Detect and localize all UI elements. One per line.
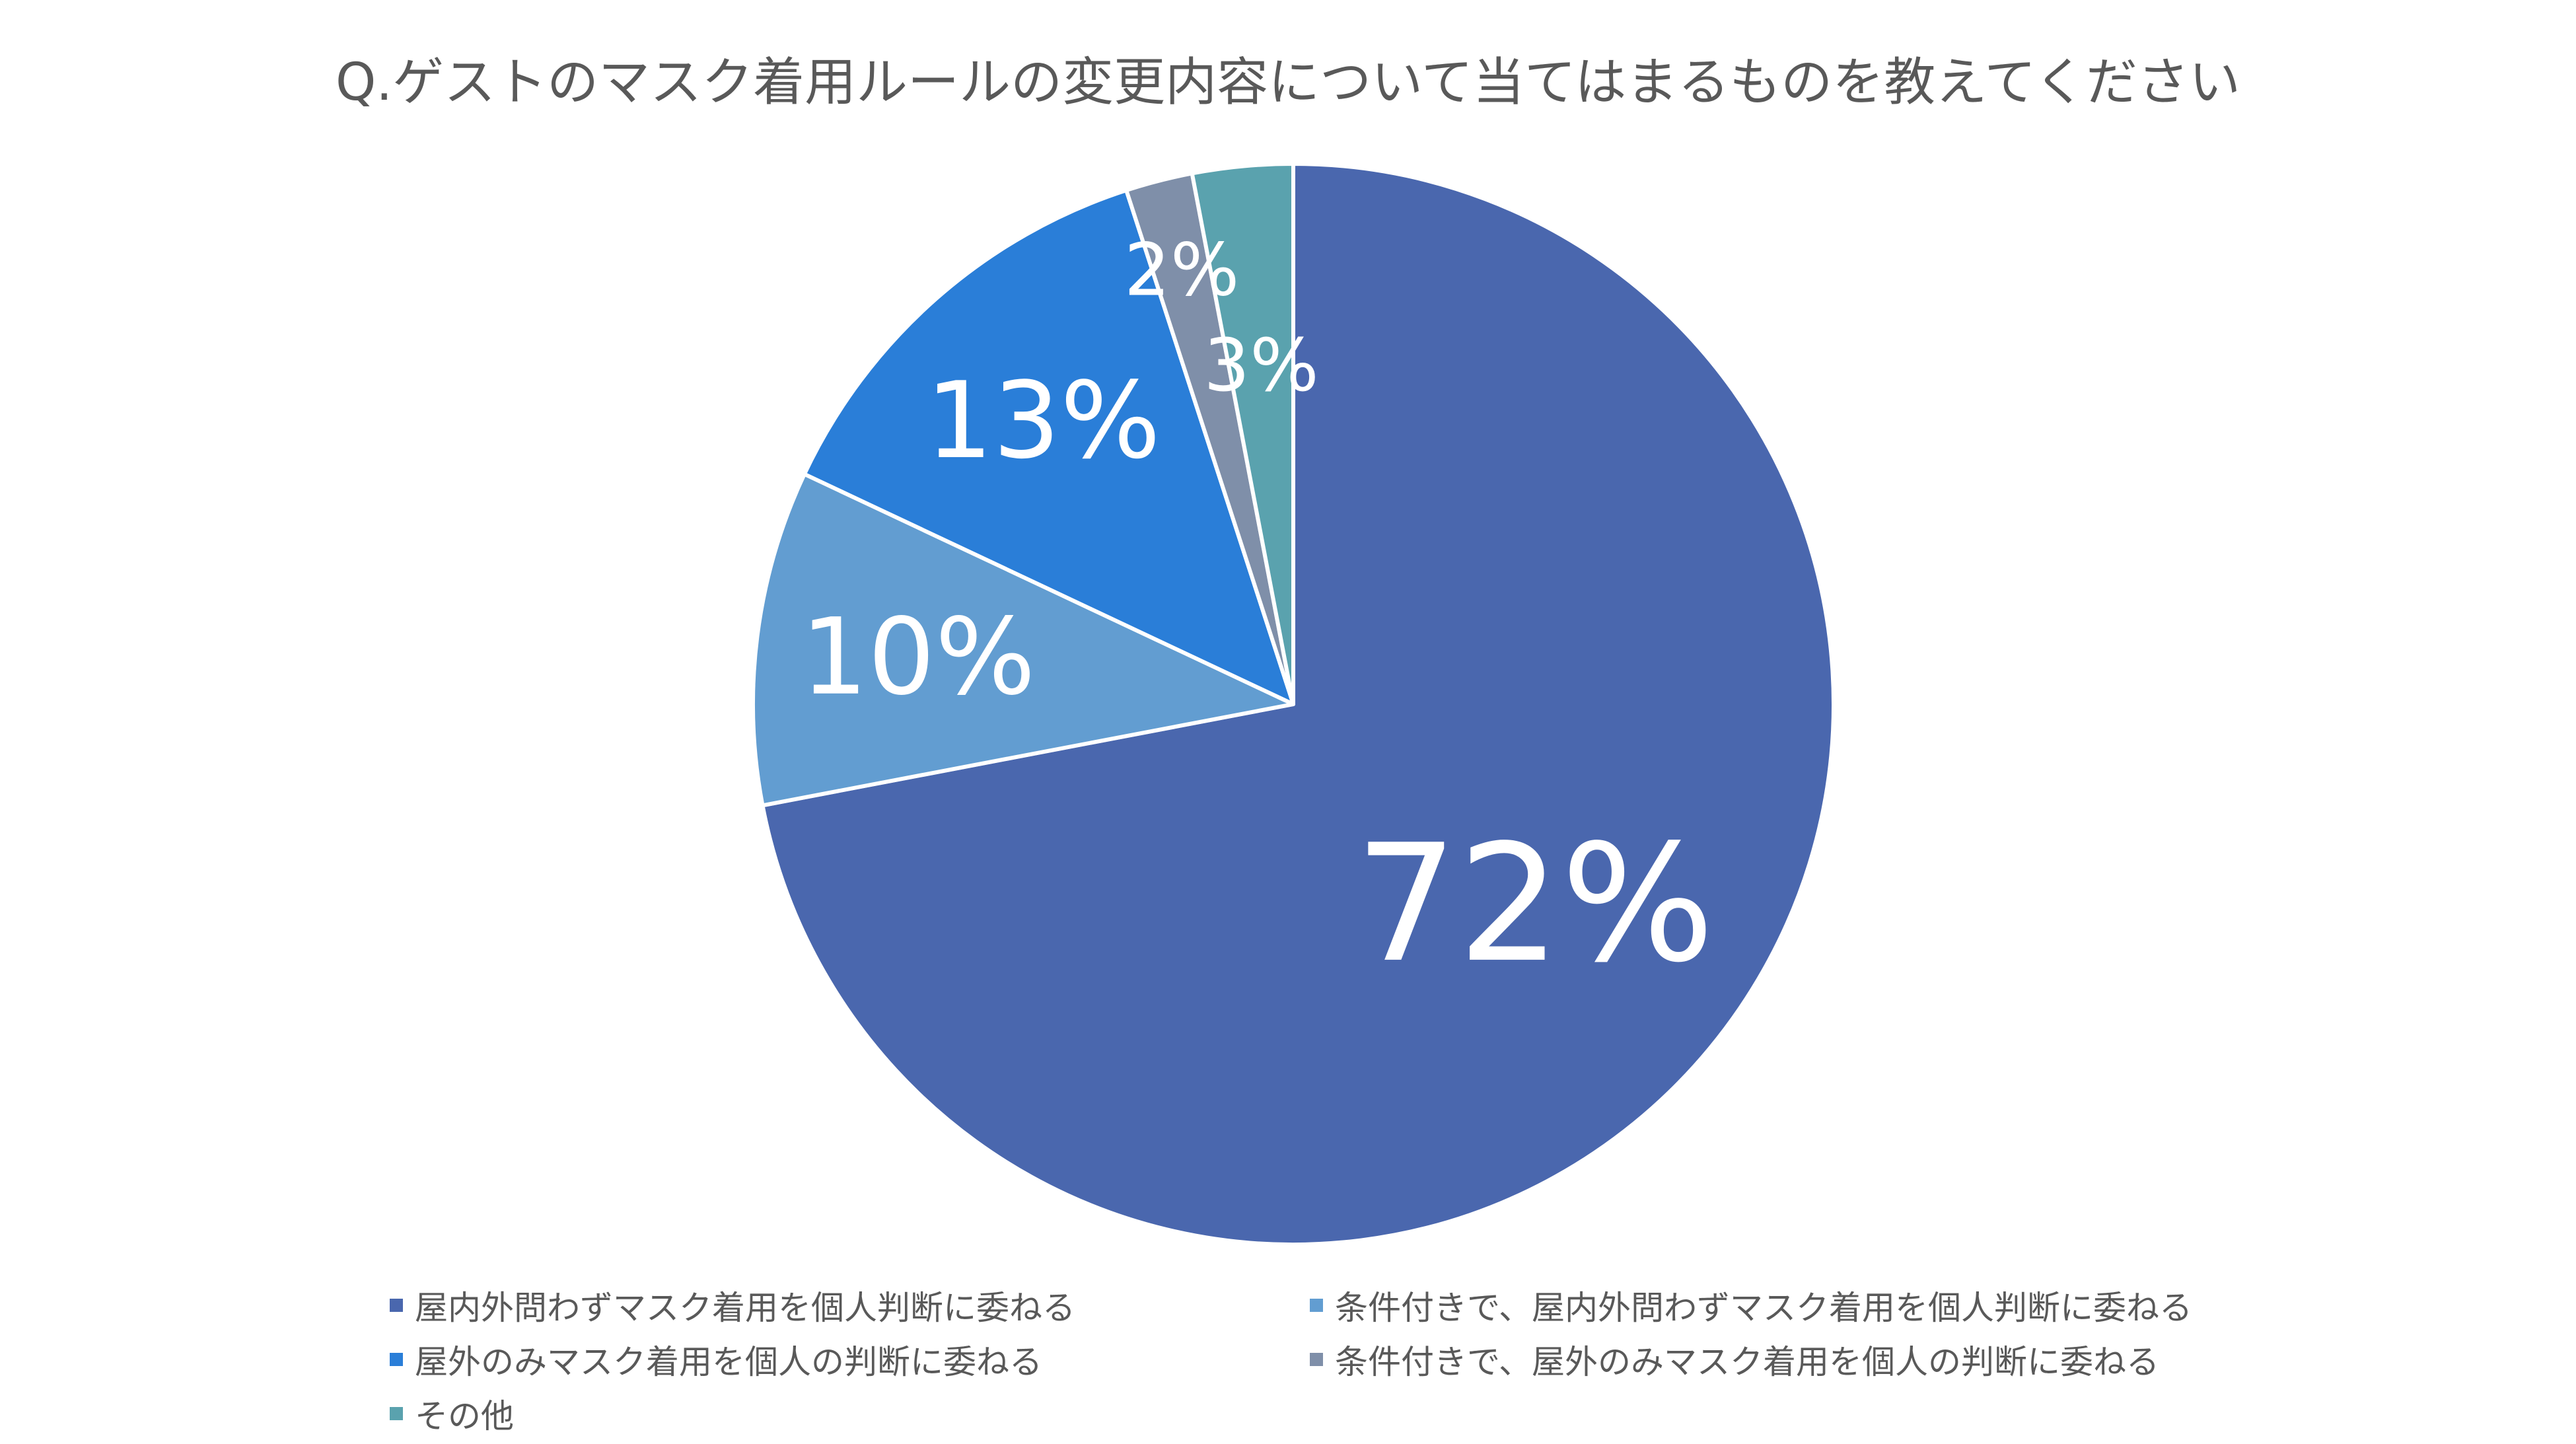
pie-slice-1 [760, 162, 1836, 1246]
slice-data-label-5: 3% [1203, 323, 1319, 408]
pie-slice-3 [802, 188, 1295, 706]
pie-slice-5 [1190, 162, 1295, 706]
slice-data-label-4: 2% [1124, 227, 1240, 312]
chart-title: Q.ゲストのマスク着用ルールの変更内容について当てはまるものを教えてください [335, 53, 2241, 112]
slice-data-label-3: 13% [926, 359, 1161, 482]
slice-data-label-1: 72% [1355, 810, 1715, 998]
pie-slice-2 [751, 472, 1295, 808]
slice-data-label-2: 10% [801, 595, 1036, 719]
